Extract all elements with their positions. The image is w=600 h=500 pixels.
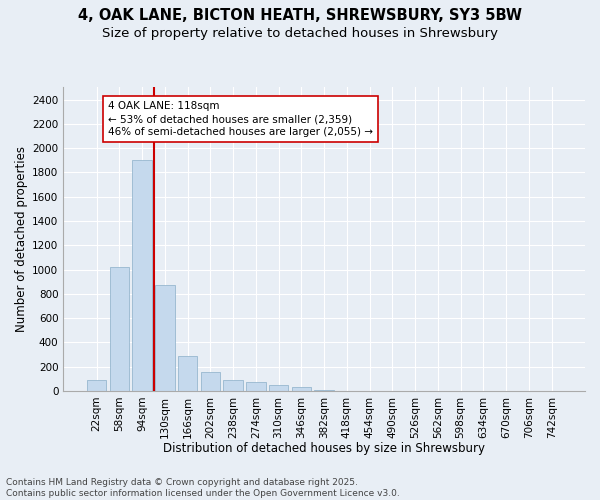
Bar bbox=[87, 380, 106, 391]
Text: 4 OAK LANE: 118sqm
← 53% of detached houses are smaller (2,359)
46% of semi-deta: 4 OAK LANE: 118sqm ← 53% of detached hou… bbox=[108, 101, 373, 137]
Bar bbox=[246, 382, 266, 391]
Bar bbox=[133, 160, 152, 391]
Bar bbox=[269, 385, 289, 391]
Y-axis label: Number of detached properties: Number of detached properties bbox=[15, 146, 28, 332]
Text: Size of property relative to detached houses in Shrewsbury: Size of property relative to detached ho… bbox=[102, 28, 498, 40]
Bar bbox=[155, 286, 175, 391]
Text: Contains HM Land Registry data © Crown copyright and database right 2025.
Contai: Contains HM Land Registry data © Crown c… bbox=[6, 478, 400, 498]
Bar bbox=[292, 387, 311, 391]
Bar bbox=[178, 356, 197, 391]
Bar bbox=[314, 390, 334, 391]
Text: 4, OAK LANE, BICTON HEATH, SHREWSBURY, SY3 5BW: 4, OAK LANE, BICTON HEATH, SHREWSBURY, S… bbox=[78, 8, 522, 22]
Bar bbox=[110, 267, 129, 391]
X-axis label: Distribution of detached houses by size in Shrewsbury: Distribution of detached houses by size … bbox=[163, 442, 485, 455]
Bar bbox=[223, 380, 243, 391]
Bar bbox=[201, 372, 220, 391]
